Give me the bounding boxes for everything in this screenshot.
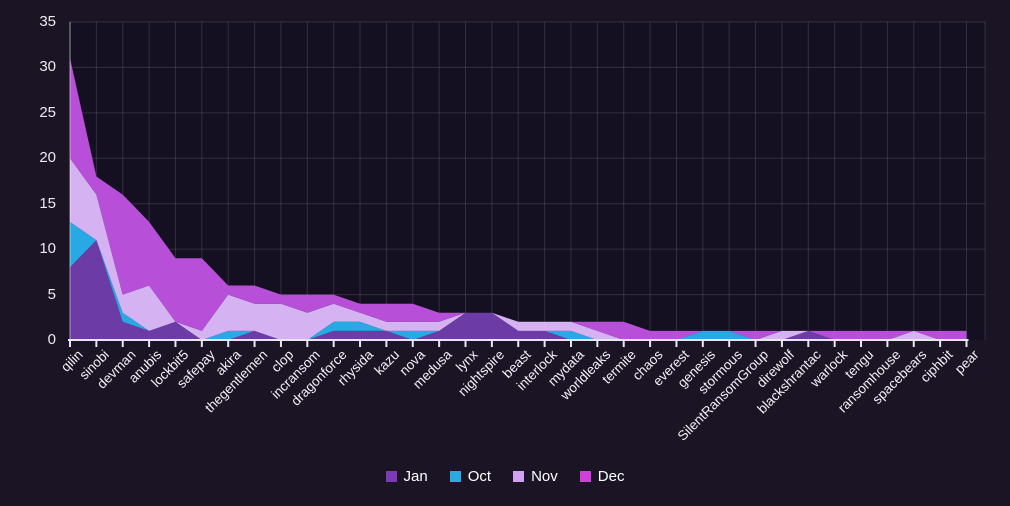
legend-label: Jan: [403, 468, 428, 485]
y-tick-label: 30: [39, 58, 56, 76]
y-tick-label: 25: [39, 103, 56, 121]
y-tick-label: 15: [39, 194, 56, 212]
legend-label: Oct: [467, 468, 492, 485]
area-band-jan: [70, 240, 967, 340]
y-tick-label: 10: [39, 240, 56, 258]
legend-item-dec[interactable]: Dec: [579, 468, 625, 485]
legend: Jan Oct Nov Dec: [0, 468, 1010, 485]
y-tick-label: 20: [39, 149, 56, 167]
legend-item-oct[interactable]: Oct: [449, 468, 492, 485]
legend-swatch-icon: [513, 471, 525, 482]
y-tick-label: 5: [47, 285, 56, 303]
y-tick-label: 0: [47, 331, 56, 348]
legend-swatch-icon: [385, 471, 397, 482]
legend-label: Nov: [531, 468, 558, 485]
legend-label: Dec: [597, 468, 625, 485]
legend-item-nov[interactable]: Nov: [513, 468, 558, 485]
y-tick-label: 35: [39, 13, 56, 30]
legend-item-jan[interactable]: Jan: [385, 468, 428, 485]
legend-swatch-icon: [579, 471, 591, 482]
area-band-nov: [70, 158, 967, 340]
legend-swatch-icon: [449, 471, 461, 482]
